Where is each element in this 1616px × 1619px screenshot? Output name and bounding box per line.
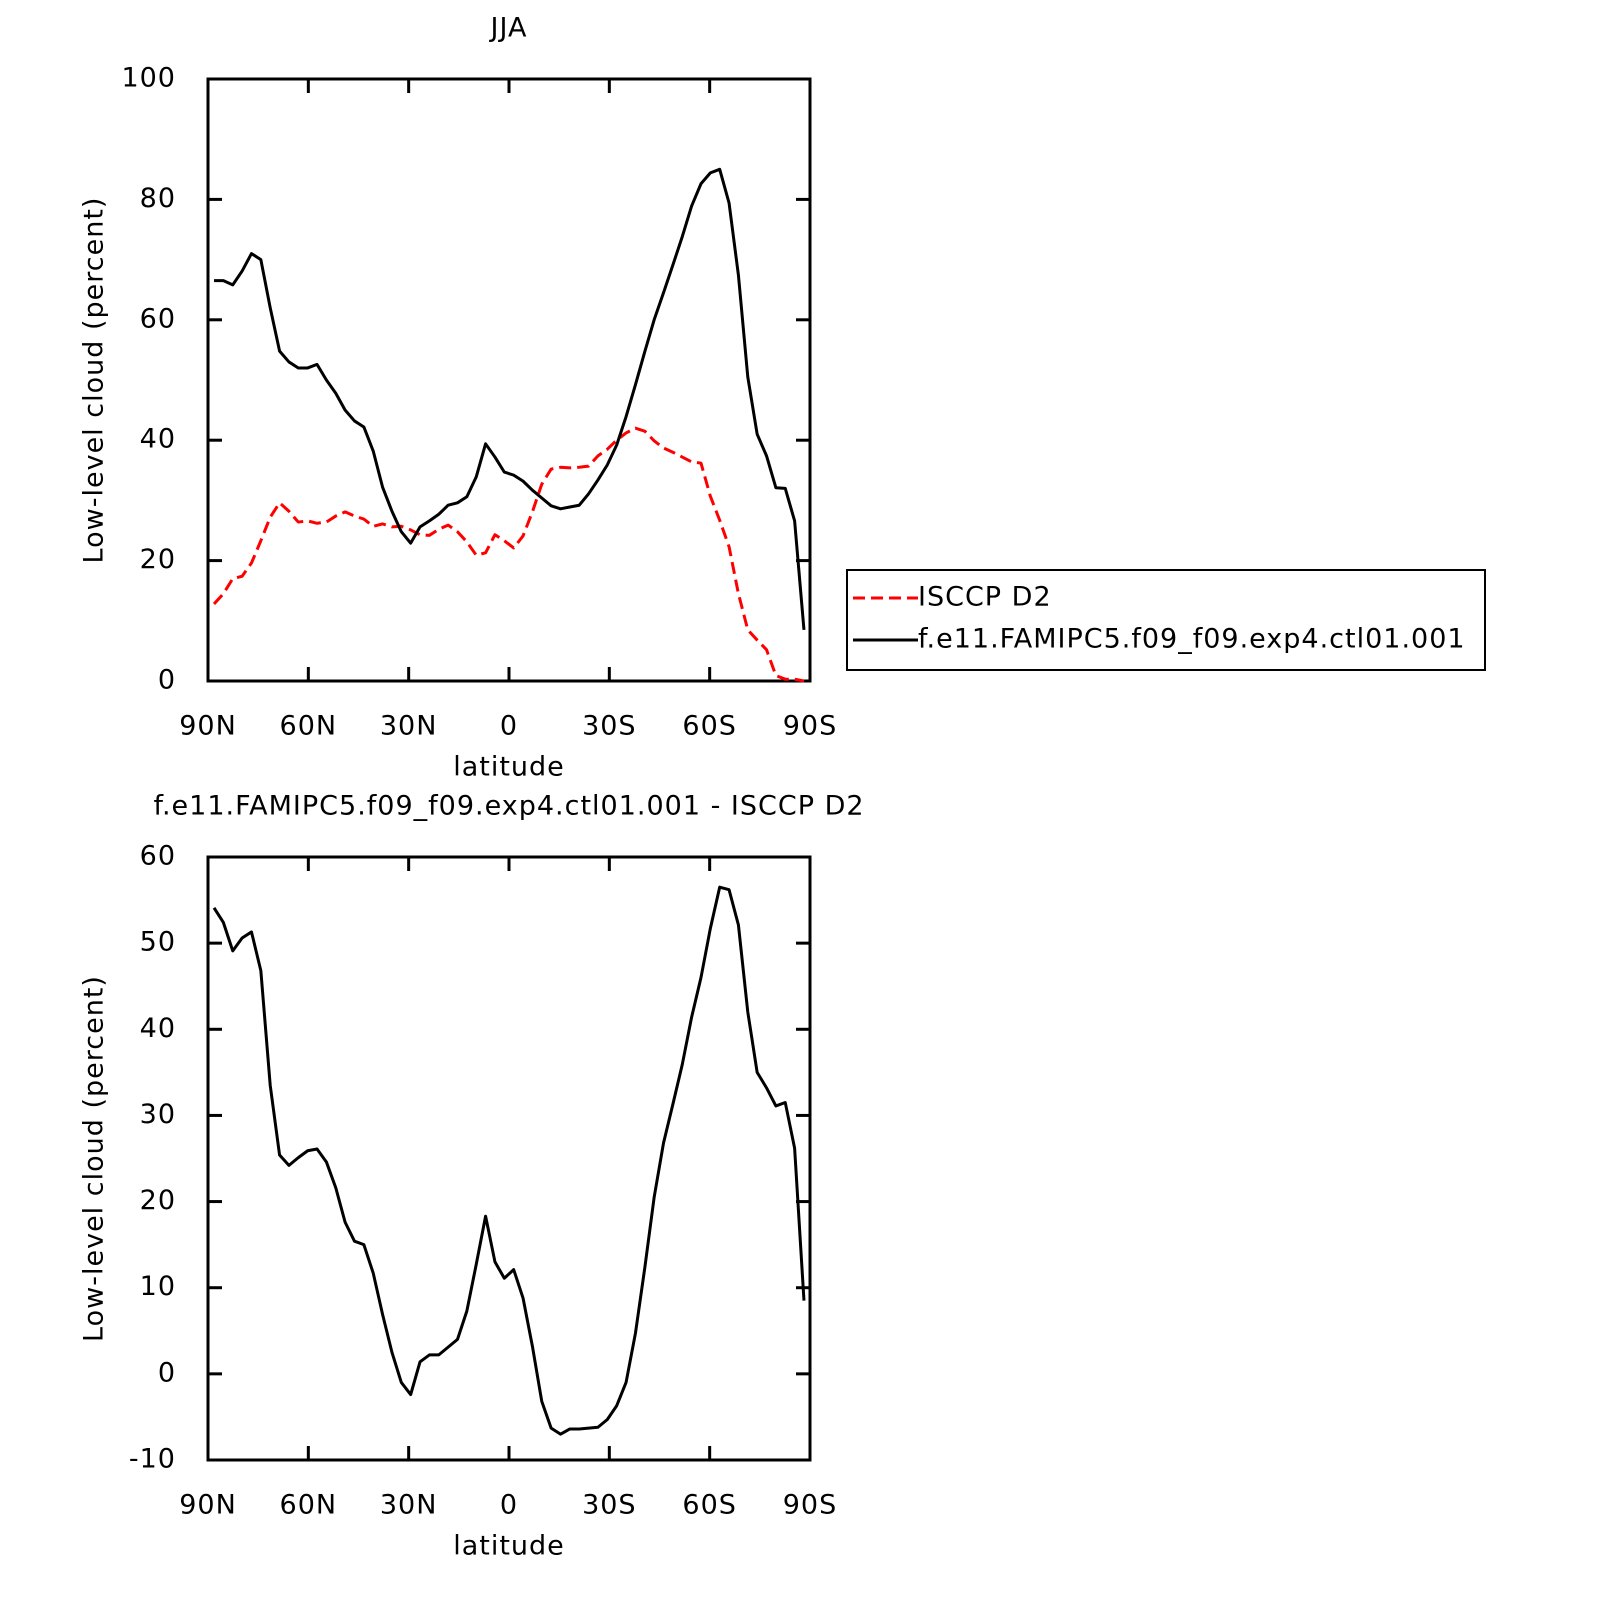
y-tick-label: 0	[158, 665, 176, 696]
x-tick-label: 60S	[682, 711, 737, 742]
x-tick-label: 90N	[179, 1490, 237, 1521]
x-tick-label: 90S	[783, 711, 838, 742]
data-line	[214, 167, 806, 630]
y-tick-label: 60	[140, 303, 176, 334]
data-line	[212, 885, 806, 1436]
plot-frame	[206, 855, 812, 1462]
y-tick-label: 30	[140, 1099, 176, 1130]
y-axis-label: Low-level cloud (percent)	[79, 975, 110, 1342]
y-tick-label: 60	[140, 841, 176, 872]
chart-title: JJA	[489, 13, 528, 44]
y-tick-label: 10	[140, 1271, 176, 1302]
x-tick-label: 60N	[280, 711, 338, 742]
x-tick-label: 60N	[280, 1490, 338, 1521]
y-tick-label: 20	[140, 1185, 176, 1216]
legend-label: f.e11.FAMIPC5.f09_f09.exp4.ctl01.001	[918, 624, 1466, 655]
legend-label: ISCCP D2	[918, 582, 1052, 613]
x-tick-label: 90S	[783, 1490, 838, 1521]
y-axis-label: Low-level cloud (percent)	[79, 197, 110, 564]
chart-title: f.e11.FAMIPC5.f09_f09.exp4.ctl01.001 - I…	[153, 791, 864, 822]
y-tick-label: 80	[140, 183, 176, 214]
x-tick-label: 30N	[380, 711, 438, 742]
y-tick-label: 100	[121, 63, 176, 94]
x-axis-label: latitude	[453, 752, 565, 783]
x-tick-label: 0	[500, 711, 518, 742]
legend-box	[846, 569, 1486, 671]
x-tick-label: 30S	[582, 711, 637, 742]
y-tick-label: 0	[158, 1357, 176, 1388]
x-tick-label: 30N	[380, 1490, 438, 1521]
x-tick-label: 60S	[682, 1490, 737, 1521]
y-tick-label: 20	[140, 544, 176, 575]
x-tick-label: 30S	[582, 1490, 637, 1521]
y-tick-label: 40	[140, 1013, 176, 1044]
y-tick-label: 50	[140, 927, 176, 958]
x-tick-label: 90N	[179, 711, 237, 742]
data-line	[212, 426, 805, 683]
plot-frame	[206, 77, 812, 683]
y-tick-label: 40	[140, 424, 176, 455]
y-tick-label: -10	[129, 1444, 176, 1475]
x-tick-label: 0	[500, 1490, 518, 1521]
x-axis-label: latitude	[453, 1531, 565, 1562]
